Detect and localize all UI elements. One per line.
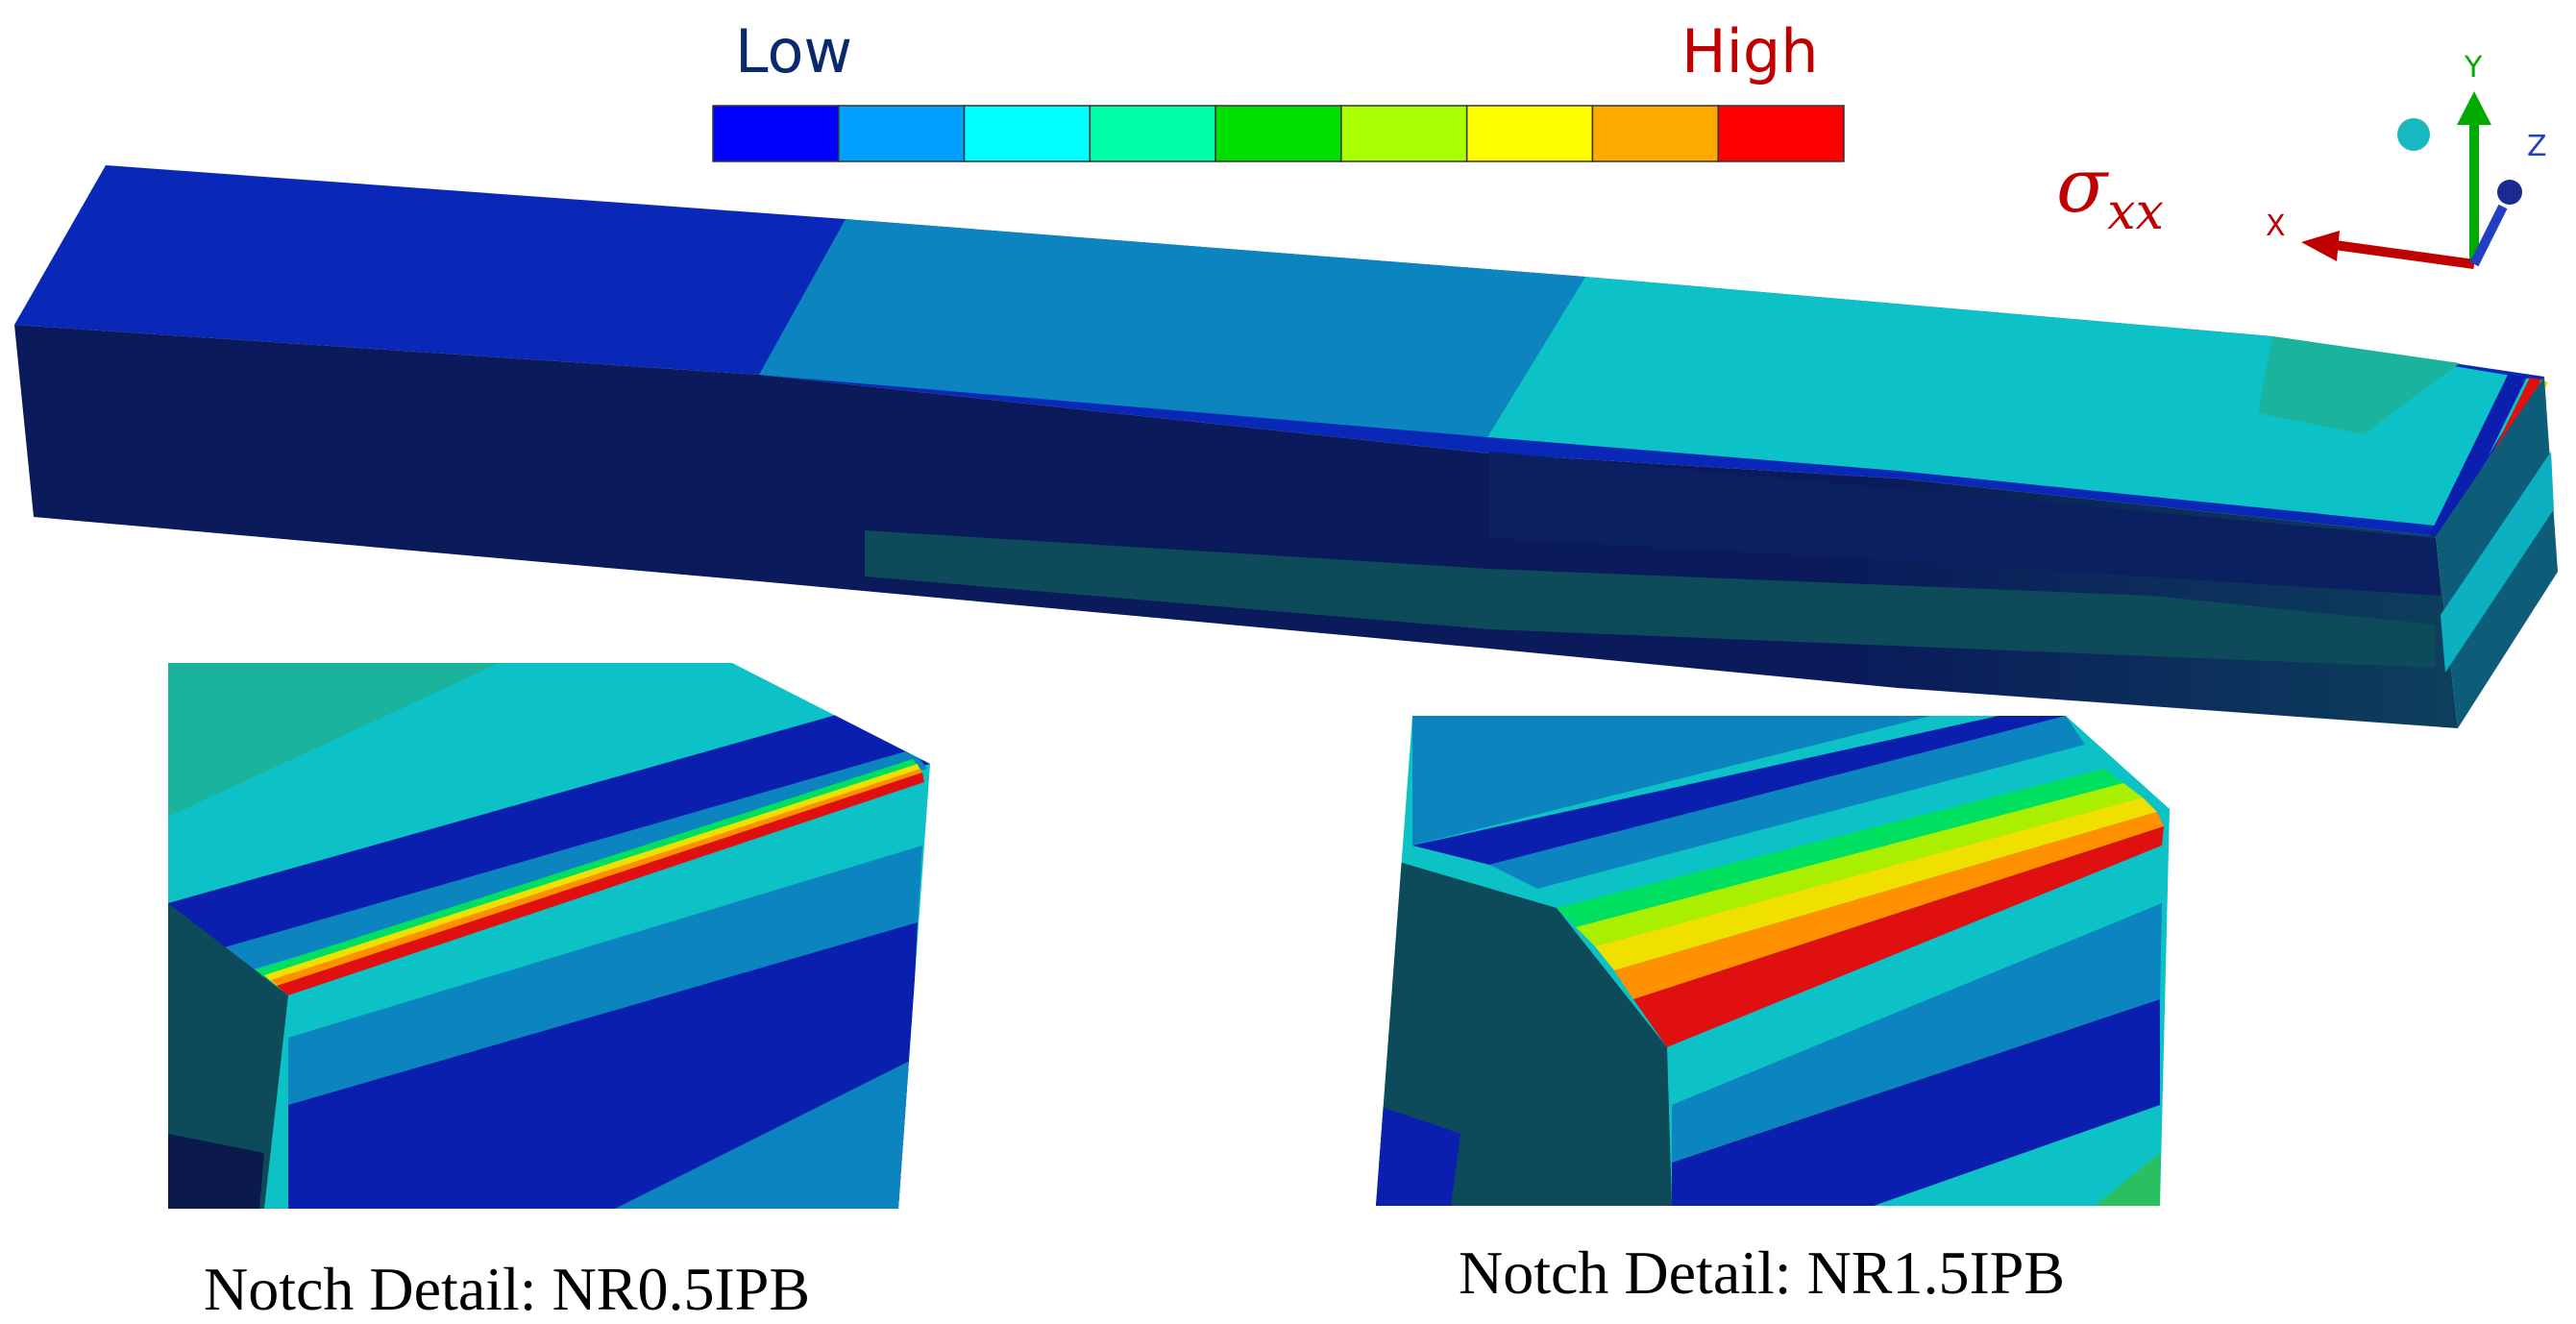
- z-axis-arrow: [2469, 204, 2508, 267]
- legend-bin-8: [1591, 105, 1719, 162]
- caption-left: Notch Detail: NR0.5IPB: [204, 1255, 810, 1323]
- legend-bin-9: [1717, 105, 1845, 162]
- legend-bin-5: [1214, 105, 1342, 162]
- coordinate-triad: Y X Z: [2266, 51, 2547, 269]
- triad-origin-sphere: [2397, 118, 2430, 151]
- legend-bin-3: [963, 105, 1092, 162]
- legend-low-label: Low: [735, 16, 852, 86]
- legend-bin-1: [712, 105, 840, 162]
- beam-top-band-teal: [2258, 336, 2460, 434]
- beam-front-band-teal: [865, 530, 2436, 668]
- x-axis-label: X: [2266, 209, 2286, 243]
- notch-detail-right: [1376, 716, 2170, 1206]
- y-axis-arrowhead: [2457, 91, 2491, 125]
- beam-model: [14, 165, 2558, 728]
- beam-end-band-cyan: [2441, 452, 2554, 673]
- stress-subscript: xx: [2107, 184, 2164, 241]
- notch-detail-left: [168, 663, 930, 1209]
- z-axis-arrowhead: [2497, 180, 2522, 205]
- legend-bin-4: [1089, 105, 1216, 162]
- x-axis-arrowhead: [2301, 231, 2340, 261]
- beam-top-band-mid-blue: [759, 219, 1585, 437]
- stress-symbol: σxx: [2056, 143, 2164, 241]
- beam-front-band-dark: [1489, 452, 2441, 596]
- legend-color-bins: [712, 105, 1845, 162]
- x-axis-arrow: [2334, 240, 2475, 269]
- z-axis-label: Z: [2527, 130, 2547, 163]
- caption-right: Notch Detail: NR1.5IPB: [1459, 1238, 2065, 1307]
- legend-bin-7: [1465, 105, 1594, 162]
- y-axis-label: Y: [2464, 51, 2483, 85]
- beam-notch-dark-blue: [2429, 375, 2527, 538]
- legend-high-label: High: [1681, 16, 1819, 86]
- legend-bin-2: [838, 105, 966, 162]
- legend-bin-6: [1340, 105, 1468, 162]
- color-legend: Low High: [712, 16, 1845, 162]
